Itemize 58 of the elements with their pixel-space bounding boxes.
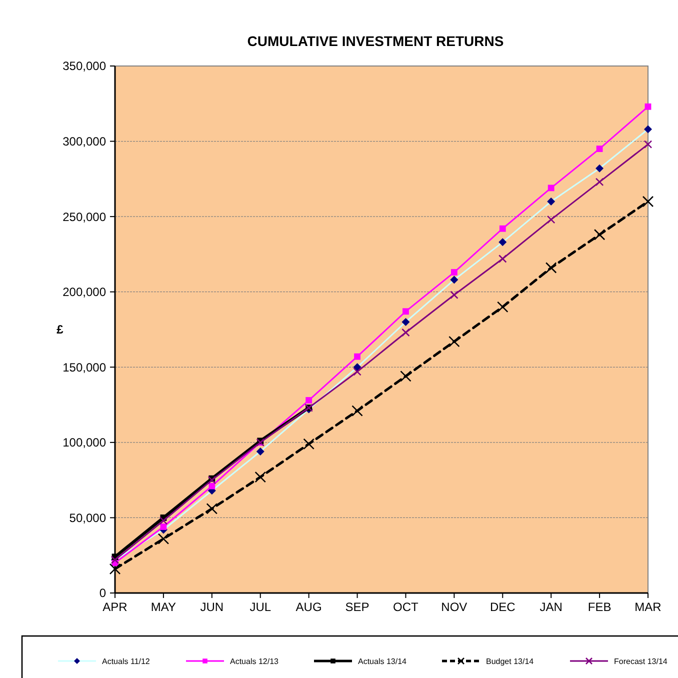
x-tick-label: MAY: [150, 600, 176, 614]
point: [206, 503, 218, 514]
point: [159, 516, 168, 525]
y-axis-title: £: [56, 322, 64, 337]
legend-label: Actuals 13/14: [358, 656, 408, 666]
point: [208, 476, 216, 484]
chart-title: CUMULATIVE INVESTMENT RETURNS: [247, 33, 504, 49]
legend-label: Budget 13/14: [486, 656, 534, 666]
point: [450, 290, 458, 300]
y-tick-label: 200,000: [62, 285, 106, 300]
y-tick-label: 300,000: [62, 134, 106, 148]
point: [160, 524, 167, 530]
point: [254, 471, 266, 483]
point: [158, 533, 170, 544]
point: [306, 397, 312, 404]
point: [303, 438, 314, 450]
point: [595, 178, 604, 186]
point: [352, 405, 363, 416]
point: [596, 146, 603, 152]
x-tick-label: SEP: [345, 600, 370, 614]
x-tick-label: FEB: [588, 600, 612, 614]
point: [353, 368, 362, 376]
point: [402, 308, 409, 315]
point: [450, 269, 458, 276]
x-tick-label: JUL: [250, 600, 272, 614]
point: [496, 301, 508, 313]
y-tick-label: 250,000: [62, 210, 106, 224]
point: [644, 140, 652, 148]
point: [642, 196, 654, 208]
legend-label: Actuals 11/12: [102, 656, 150, 666]
point: [208, 482, 216, 490]
point: [448, 336, 460, 348]
y-tick-label: 50,000: [69, 510, 106, 525]
x-tick-label: JUN: [200, 600, 224, 614]
y-tick-label: 350,000: [62, 59, 106, 74]
x-tick-label: JAN: [540, 600, 562, 614]
point: [499, 225, 506, 232]
point: [644, 103, 652, 110]
point: [354, 353, 360, 360]
x-tick-label: NOV: [441, 600, 468, 614]
x-tick-label: APR: [102, 600, 128, 614]
x-tick-label: AUG: [296, 600, 322, 614]
point: [548, 184, 554, 192]
point: [109, 563, 121, 575]
legend-label: Actuals 12/13: [230, 656, 280, 666]
point: [400, 370, 412, 382]
y-tick-label: 150,000: [62, 360, 106, 374]
point: [498, 254, 507, 263]
y-tick-label: 0: [99, 586, 106, 600]
point: [402, 328, 410, 337]
point: [545, 262, 557, 274]
y-tick-label: 100,000: [62, 436, 106, 450]
x-tick-label: DEC: [490, 600, 516, 614]
point: [546, 215, 556, 224]
point: [594, 228, 606, 240]
x-tick-label: OCT: [393, 600, 420, 614]
legend-label: Forecast 13/14: [614, 656, 668, 666]
x-tick-label: MAR: [634, 600, 662, 614]
